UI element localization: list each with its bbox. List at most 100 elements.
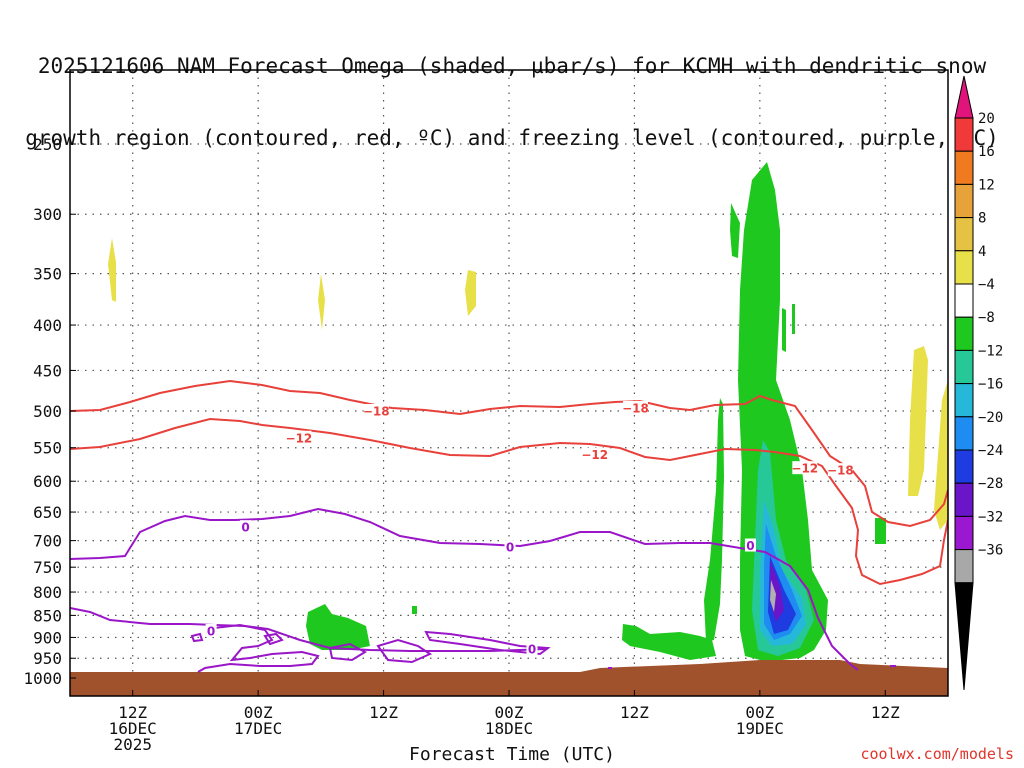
colorbar-label: 12 <box>978 177 995 193</box>
dendritic-contour-minus12 <box>70 417 948 586</box>
contour-label-bg <box>205 623 217 637</box>
contour-label-bg <box>582 447 608 461</box>
colorbar-label: −12 <box>978 343 1003 359</box>
chart-title: 2025121606 NAM Forecast Omega (shaded, µ… <box>0 6 1024 174</box>
colorbar-bottom-arrow <box>954 582 974 691</box>
y-tick-label: 750 <box>33 558 62 577</box>
y-tick-label: 650 <box>33 503 62 522</box>
colorbar-label: 4 <box>978 244 986 260</box>
omega-yellow-patch <box>908 346 928 496</box>
contour-label: 0 <box>207 624 215 638</box>
colorbar-segment <box>954 183 974 219</box>
colorbar-top-arrow <box>954 75 974 119</box>
omega-green-patch <box>306 604 370 650</box>
contour-label: −12 <box>581 448 608 462</box>
contour-label-bg <box>240 520 252 534</box>
freezing-contour-loop <box>376 638 433 664</box>
omega-green-patch <box>412 606 417 614</box>
y-tick-label: 700 <box>33 532 62 551</box>
colorbar-label: −24 <box>978 443 1003 459</box>
y-tick-label: 450 <box>33 361 62 380</box>
colorbar-label: −20 <box>978 410 1003 426</box>
contour-label: −12 <box>791 462 818 476</box>
contour-label: 0 <box>506 541 514 555</box>
y-tick-label: 1000 <box>23 669 62 688</box>
omega-green-patch <box>622 624 716 660</box>
colorbar-label: −28 <box>978 476 1003 492</box>
y-tick-label: 500 <box>33 402 62 421</box>
contour-label-bg <box>286 430 312 444</box>
colorbar-segment <box>954 515 974 551</box>
colorbar-segment <box>954 316 974 351</box>
colorbar-label: 16 <box>978 144 995 160</box>
colorbar-segment <box>954 449 974 484</box>
colorbar: 20 16 12 8 4 −4 −8 −12 −16 −20 −24 −28 −32 −36 <box>954 75 1003 691</box>
y-axis-ticks: 250 300 350 400 450 500 550 600 650 700 750 800 850 9… <box>23 135 76 688</box>
x-tick-date: 19DEC <box>736 719 784 738</box>
colorbar-label: −4 <box>978 277 995 293</box>
contour-label: −18 <box>622 401 649 415</box>
title-line-2: growth region (contoured, red, ºC) and f… <box>25 126 999 150</box>
y-tick-label: 800 <box>33 583 62 602</box>
colorbar-label: −36 <box>978 543 1003 559</box>
contour-label-bg <box>526 642 538 656</box>
title-line-1: 2025121606 NAM Forecast Omega (shaded, µ… <box>37 54 987 78</box>
freezing-contour-loop <box>263 632 284 646</box>
omega-yellow-patch <box>318 274 325 330</box>
colorbar-label: 20 <box>978 111 995 127</box>
y-tick-label: 850 <box>33 606 62 625</box>
contour-label-bg <box>363 404 389 417</box>
colorbar-label: −32 <box>978 509 1003 525</box>
colorbar-segment <box>954 549 974 584</box>
y-tick-label: 300 <box>33 205 62 224</box>
colorbar-segment <box>954 250 974 285</box>
colorbar-segment <box>954 150 974 185</box>
omega-gray-core <box>770 580 776 612</box>
x-tick-date: 17DEC <box>234 719 282 738</box>
y-tick-label: 600 <box>33 472 62 491</box>
surface-terrain <box>70 660 948 696</box>
x-tick-label: 00Z <box>495 703 524 722</box>
colorbar-segment <box>954 383 974 418</box>
credit-text: coolwx.com/models <box>860 745 1014 763</box>
freezing-contour-loop <box>197 623 320 673</box>
y-tick-label: 250 <box>33 135 62 154</box>
freezing-contour-main <box>70 507 859 671</box>
contour-label-bg <box>744 538 756 552</box>
omega-green-sliver <box>792 304 795 334</box>
colorbar-label: −16 <box>978 377 1003 393</box>
omega-green-patch <box>704 398 724 642</box>
x-tick-label: 00Z <box>745 703 774 722</box>
x-tick-date: 2025 <box>113 735 152 754</box>
y-tick-label: 550 <box>33 439 62 458</box>
x-tick-label: 12Z <box>620 703 649 722</box>
contour-label: 0 <box>746 539 754 553</box>
colorbar-segment <box>954 349 974 385</box>
freezing-contour-loop <box>424 630 551 656</box>
omega-yellow-patch <box>934 380 948 530</box>
colorbar-segment <box>954 416 974 451</box>
x-tick-date: 16DEC <box>109 719 157 738</box>
y-tick-label: 900 <box>33 628 62 647</box>
colorbar-segment <box>954 283 974 318</box>
x-tick-date: 18DEC <box>485 719 533 738</box>
contour-label-bg <box>827 463 853 477</box>
omega-green-sliver <box>782 308 786 352</box>
colorbar-segment <box>954 217 974 252</box>
omega-yellow-patch <box>108 238 116 302</box>
y-tick-label: 400 <box>33 316 62 335</box>
contour-label-bg <box>504 540 516 554</box>
contour-labels: −18 −18 −18 −12 −12 −12 0 0 0 0 0 <box>205 400 854 657</box>
y-tick-label: 950 <box>33 649 62 668</box>
contour-label: −12 <box>286 431 313 445</box>
colorbar-label: −8 <box>978 310 995 326</box>
freezing-contour-low <box>70 607 546 652</box>
colorbar-segment <box>954 117 974 152</box>
omega-yellow-patch <box>465 270 476 316</box>
contour-label-bg <box>622 400 648 414</box>
y-tick-label: 350 <box>33 265 62 284</box>
x-tick-label: 12Z <box>369 703 398 722</box>
contour-label: −18 <box>827 464 854 478</box>
